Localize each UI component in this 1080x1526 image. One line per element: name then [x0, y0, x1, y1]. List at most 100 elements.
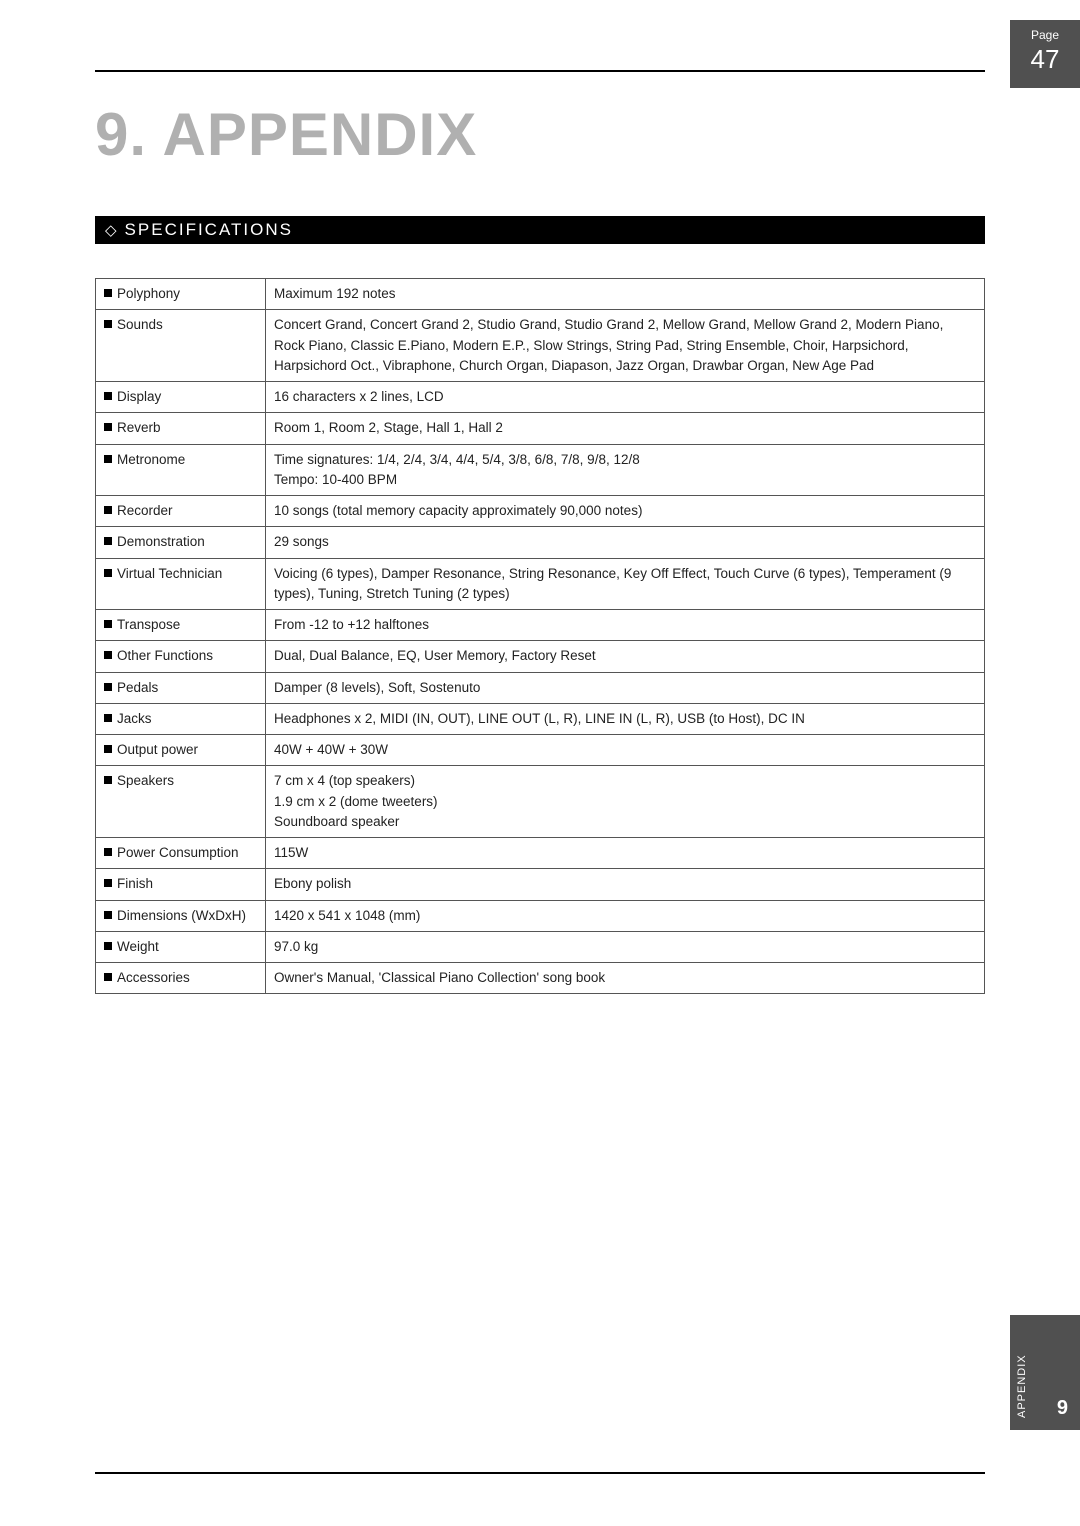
table-row: Demonstration 29 songs: [96, 527, 985, 558]
spec-value: 115W: [266, 838, 985, 869]
square-bullet-icon: [104, 620, 112, 628]
spec-value: Concert Grand, Concert Grand 2, Studio G…: [266, 310, 985, 382]
spec-key: Finish: [96, 869, 266, 900]
spec-key-text: Reverb: [117, 420, 161, 435]
spec-key-text: Sounds: [117, 317, 163, 332]
top-rule: [95, 70, 985, 72]
square-bullet-icon: [104, 714, 112, 722]
spec-key-text: Weight: [117, 939, 159, 954]
spec-value: Voicing (6 types), Damper Resonance, Str…: [266, 558, 985, 610]
table-row: TransposeFrom -12 to +12 halftones: [96, 610, 985, 641]
spec-key-text: Polyphony: [117, 286, 180, 301]
square-bullet-icon: [104, 423, 112, 431]
square-bullet-icon: [104, 879, 112, 887]
page-label: Page: [1010, 28, 1080, 42]
spec-value: 1420 x 541 x 1048 (mm): [266, 900, 985, 931]
spec-key-text: Output power: [117, 742, 198, 757]
spec-value: Ebony polish: [266, 869, 985, 900]
square-bullet-icon: [104, 392, 112, 400]
page-number-tab: Page 47: [1010, 20, 1080, 88]
spec-key-text: Demonstration: [117, 534, 205, 549]
square-bullet-icon: [104, 455, 112, 463]
square-bullet-icon: [104, 776, 112, 784]
spec-key: Dimensions (WxDxH): [96, 900, 266, 931]
spec-key: Recorder: [96, 496, 266, 527]
spec-key-text: Speakers: [117, 773, 174, 788]
table-row: Sounds Concert Grand, Concert Grand 2, St…: [96, 310, 985, 382]
spec-key: Pedals: [96, 672, 266, 703]
square-bullet-icon: [104, 289, 112, 297]
spec-key: Display: [96, 382, 266, 413]
specifications-table: Polyphony Maximum 192 notes Sounds Concert …: [95, 278, 985, 994]
table-row: Finish Ebony polish: [96, 869, 985, 900]
spec-value: 97.0 kg: [266, 931, 985, 962]
table-row: Pedals Damper (8 levels), Soft, Sostenuto: [96, 672, 985, 703]
spec-key: Metronome: [96, 444, 266, 496]
spec-key: Weight: [96, 931, 266, 962]
side-tab-chapter: 9: [1057, 1397, 1068, 1420]
spec-key: Virtual Technician: [96, 558, 266, 610]
chapter-side-tab: APPENDIX 9: [1010, 1315, 1080, 1430]
spec-key-text: Display: [117, 389, 161, 404]
spec-key: Other Functions: [96, 641, 266, 672]
table-row: Other Functions Dual, Dual Balance, EQ, U…: [96, 641, 985, 672]
table-row: ReverbRoom 1, Room 2, Stage, Hall 1, Hal…: [96, 413, 985, 444]
table-row: Output power 40W + 40W + 30W: [96, 735, 985, 766]
spec-value: Dual, Dual Balance, EQ, User Memory, Fac…: [266, 641, 985, 672]
table-row: Polyphony Maximum 192 notes: [96, 279, 985, 310]
spec-value: 29 songs: [266, 527, 985, 558]
page-number: 47: [1010, 44, 1080, 75]
square-bullet-icon: [104, 651, 112, 659]
spec-value: Owner's Manual, 'Classical Piano Collect…: [266, 963, 985, 994]
table-row: JacksHeadphones x 2, MIDI (IN, OUT), LIN…: [96, 703, 985, 734]
spec-key: Sounds: [96, 310, 266, 382]
table-row: Power Consumption 115W: [96, 838, 985, 869]
spec-value: 40W + 40W + 30W: [266, 735, 985, 766]
square-bullet-icon: [104, 320, 112, 328]
spec-key: Jacks: [96, 703, 266, 734]
table-row: Display 16 characters x 2 lines, LCD: [96, 382, 985, 413]
bottom-rule: [95, 1472, 985, 1474]
spec-value: Damper (8 levels), Soft, Sostenuto: [266, 672, 985, 703]
square-bullet-icon: [104, 569, 112, 577]
spec-value: 7 cm x 4 (top speakers)1.9 cm x 2 (dome …: [266, 766, 985, 838]
side-tab-label: APPENDIX: [1016, 1354, 1028, 1418]
spec-key-text: Dimensions (WxDxH): [117, 908, 246, 923]
spec-key: Output power: [96, 735, 266, 766]
spec-key-text: Finish: [117, 876, 153, 891]
square-bullet-icon: [104, 537, 112, 545]
spec-key-text: Power Consumption: [117, 845, 239, 860]
spec-value: Maximum 192 notes: [266, 279, 985, 310]
spec-value: From -12 to +12 halftones: [266, 610, 985, 641]
spec-key: Power Consumption: [96, 838, 266, 869]
square-bullet-icon: [104, 745, 112, 753]
spec-key-text: Accessories: [117, 970, 190, 985]
spec-value: 10 songs (total memory capacity approxim…: [266, 496, 985, 527]
spec-key: Speakers: [96, 766, 266, 838]
spec-key-text: Other Functions: [117, 648, 213, 663]
square-bullet-icon: [104, 942, 112, 950]
spec-value: Time signatures: 1/4, 2/4, 3/4, 4/4, 5/4…: [266, 444, 985, 496]
table-row: Accessories Owner's Manual, 'Classical Pi…: [96, 963, 985, 994]
diamond-icon: ◇: [105, 222, 119, 239]
spec-key: Reverb: [96, 413, 266, 444]
square-bullet-icon: [104, 973, 112, 981]
table-row: Dimensions (WxDxH) 1420 x 541 x 1048 (mm): [96, 900, 985, 931]
section-title-bar: ◇ SPECIFICATIONS: [95, 216, 985, 244]
table-row: Recorder 10 songs (total memory capacity …: [96, 496, 985, 527]
spec-value: 16 characters x 2 lines, LCD: [266, 382, 985, 413]
table-row: Weight 97.0 kg: [96, 931, 985, 962]
section-title: SPECIFICATIONS: [125, 220, 293, 239]
chapter-heading: 9. APPENDIX: [95, 100, 477, 169]
table-row: Speakers 7 cm x 4 (top speakers)1.9 cm x …: [96, 766, 985, 838]
table-row: Virtual TechnicianVoicing (6 types), Dam…: [96, 558, 985, 610]
spec-value: Headphones x 2, MIDI (IN, OUT), LINE OUT…: [266, 703, 985, 734]
spec-key: Polyphony: [96, 279, 266, 310]
spec-key: Demonstration: [96, 527, 266, 558]
square-bullet-icon: [104, 848, 112, 856]
spec-key-text: Recorder: [117, 503, 173, 518]
square-bullet-icon: [104, 683, 112, 691]
spec-key-text: Pedals: [117, 680, 158, 695]
spec-key: Accessories: [96, 963, 266, 994]
spec-key: Transpose: [96, 610, 266, 641]
